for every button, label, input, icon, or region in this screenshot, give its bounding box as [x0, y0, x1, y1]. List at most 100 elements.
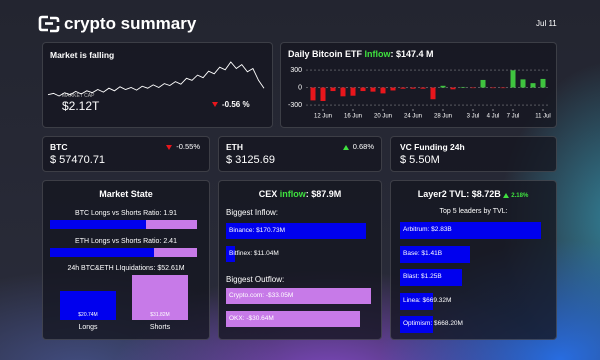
- category-label: Longs: [78, 324, 98, 331]
- bar: [540, 78, 546, 88]
- bar: [390, 87, 396, 91]
- flow-label: Crypto.com: -$33.05M: [229, 292, 294, 299]
- bar: [380, 87, 386, 94]
- value-label: $31.82M: [150, 312, 170, 318]
- bar: [510, 70, 516, 88]
- subtitle: Top 5 leaders by TVL:: [439, 208, 508, 215]
- liquidation-bar: [60, 290, 116, 320]
- bar: [410, 87, 416, 89]
- change-text: 0.68%: [352, 142, 374, 151]
- bar: [430, 87, 436, 100]
- tvl-bar: [400, 222, 541, 239]
- market-panel: [42, 42, 273, 128]
- ticker-name: ETH: [226, 142, 243, 152]
- ratio-label: BTC Longs vs Shorts Ratio: 1.91: [75, 210, 177, 217]
- tvl-label: Base: $1.41B: [403, 249, 443, 257]
- x-tick-label: 20 Jun: [374, 114, 392, 120]
- down-icon: [212, 102, 218, 108]
- up-icon: [342, 144, 349, 150]
- tvl-label: Blast: $1.25B: [403, 273, 442, 280]
- bar: [470, 87, 476, 89]
- bar: [360, 87, 366, 92]
- flow-bar: [226, 223, 366, 239]
- ratio-shorts: [153, 248, 197, 257]
- ratio-longs: [50, 248, 154, 257]
- ticker-name: BTC: [50, 142, 68, 152]
- x-tick-label: 24 Jun: [404, 114, 422, 120]
- liquidation-bar: [132, 275, 188, 320]
- title-highlight: Inflow: [364, 49, 391, 59]
- x-tick-label: 12 Jun: [314, 114, 332, 120]
- etf-title: Daily Bitcoin ETF Inflow: $147.4 M: [288, 50, 434, 59]
- flow-label: Binance: $170.73M: [229, 227, 286, 234]
- x-tick-label: 16 Jun: [344, 114, 362, 120]
- market-title: Market is falling: [50, 50, 115, 60]
- bar: [530, 83, 536, 88]
- flow-label: Bitfinex: $11.04M: [229, 250, 279, 257]
- bar: [490, 87, 496, 89]
- bar: [320, 87, 326, 101]
- bar: [520, 79, 526, 88]
- bar: [400, 87, 406, 89]
- bar: [480, 79, 486, 88]
- tvl-label: Optimism: $668.20M: [403, 320, 463, 327]
- flow-bar: [226, 246, 236, 262]
- logo: [38, 15, 60, 33]
- panel-title: Layer2 TVL: $8.72B 2.18%: [398, 189, 548, 200]
- cap-label: MARKET CAP: [62, 93, 95, 99]
- bar: [450, 87, 456, 90]
- up-icon: [503, 192, 510, 198]
- brand: crypto summary: [64, 14, 197, 33]
- liquidations-label: 24h BTC&ETH LIquidations: $52.61M: [67, 265, 185, 272]
- tvl-bar: [400, 316, 434, 333]
- ticker-change: 0.68%: [324, 143, 374, 151]
- flow-bar: [226, 311, 361, 327]
- x-tick-label: 3 Jul: [467, 114, 480, 120]
- title-part: CEX: [258, 189, 278, 199]
- change-text: -0.55%: [176, 142, 200, 151]
- change-text: 2.18%: [511, 193, 529, 199]
- y-tick-label: 300: [290, 67, 302, 74]
- bar: [440, 85, 446, 88]
- ticker-price: $ 5.50M: [400, 154, 440, 166]
- tvl-label: Linea: $669.32M: [403, 296, 452, 304]
- sparkline: [47, 61, 265, 97]
- tvl-bar: [400, 245, 471, 263]
- ticker-change: -0.55%: [150, 143, 200, 151]
- title-change: 2.18%: [503, 192, 529, 199]
- title-highlight: inflow: [279, 189, 306, 199]
- ticker-price: $ 57470.71: [50, 154, 106, 166]
- y-tick-label: 0: [298, 84, 302, 91]
- group-label: Biggest Inflow:: [226, 208, 279, 217]
- title-part: Daily Bitcoin ETF: [288, 49, 363, 59]
- cap-value: $2.12T: [62, 99, 100, 113]
- panel-title: CEX inflow: $87.9M: [218, 190, 382, 199]
- flow-bar: [226, 288, 371, 304]
- change-text: -0.56 %: [222, 100, 250, 109]
- ratio-shorts: [146, 220, 197, 229]
- bar: [330, 87, 336, 92]
- tvl-bar: [400, 269, 463, 286]
- bar: [340, 87, 346, 97]
- ratio-longs: [50, 220, 147, 229]
- bar: [420, 87, 426, 89]
- flow-label: OKX: -$30.64M: [229, 315, 274, 322]
- bar: [350, 87, 356, 96]
- title-value: : $147.4 M: [390, 49, 434, 59]
- value-label: $20.74M: [78, 312, 98, 318]
- ticker-name: VC Funding 24h: [400, 142, 465, 152]
- down-icon: [166, 144, 173, 150]
- bar: [460, 86, 466, 88]
- title-part: Layer2 TVL: $8.72B: [417, 189, 501, 199]
- group-label: Biggest Outflow:: [226, 275, 285, 284]
- ticker-panel: [390, 136, 557, 172]
- ticker-panel: [42, 136, 210, 172]
- tvl-bar: [400, 292, 434, 310]
- bar: [500, 87, 506, 89]
- x-tick-label: 11 Jul: [535, 114, 551, 120]
- date: Jul 11: [536, 19, 557, 28]
- x-tick-label: 28 Jun: [434, 114, 452, 120]
